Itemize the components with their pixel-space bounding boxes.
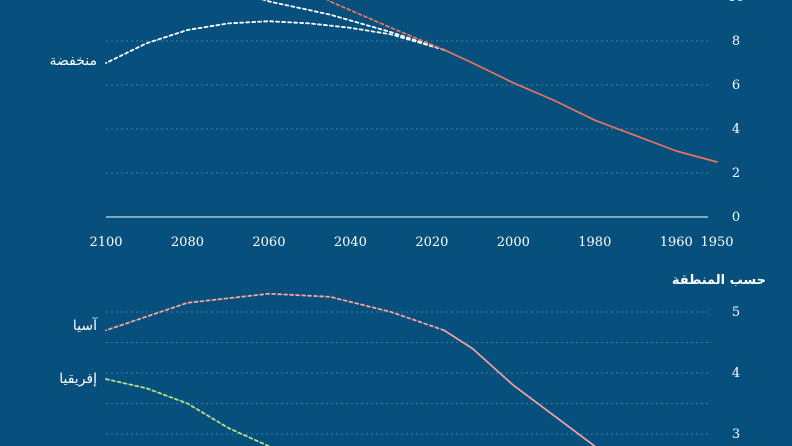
x-tick-label: 2060 — [252, 235, 285, 250]
projection-line-1 — [105, 20, 445, 64]
x-tick-label: 2040 — [334, 235, 367, 250]
chart-world-population: 0 2 4 6 8 10 2100 2080 2060 2040 2020 2000 1980 1960 1… — [50, 0, 745, 250]
asia-projection-line — [105, 292, 445, 332]
x-tick-label: 1960 — [660, 235, 693, 250]
y-tick-label: 10 — [728, 0, 745, 5]
chart-by-region: حسب المنطقة 3 4 5 آسيا إفريقيا — [59, 273, 766, 446]
x-tick-label: 1980 — [578, 235, 611, 250]
y-tick-label: 5 — [732, 305, 740, 320]
series-label-low: منخفضة — [50, 53, 98, 69]
observed-line — [443, 48, 718, 163]
y-tick-label: 4 — [732, 366, 740, 381]
africa-projection-line — [105, 378, 270, 446]
x-tick-label: 2020 — [415, 235, 448, 250]
y-tick-label: 8 — [732, 34, 740, 49]
projection-line-2 — [261, 0, 445, 51]
series-label-africa: إفريقيا — [59, 371, 97, 387]
x-tick-label: 1950 — [700, 235, 733, 250]
x-tick-label: 2000 — [497, 235, 530, 250]
x-tick-label: 2100 — [89, 235, 122, 250]
y-tick-label: 0 — [732, 210, 740, 225]
series-label-asia: آسيا — [73, 317, 98, 334]
asia-observed-line — [443, 329, 596, 446]
y-tick-label: 3 — [732, 427, 740, 442]
x-tick-label: 2080 — [171, 235, 204, 250]
chart-title: حسب المنطقة — [672, 273, 766, 288]
y-tick-label: 4 — [732, 122, 740, 137]
projection-line-3 — [326, 0, 445, 51]
y-tick-label: 2 — [732, 166, 740, 181]
y-tick-label: 6 — [732, 78, 740, 93]
